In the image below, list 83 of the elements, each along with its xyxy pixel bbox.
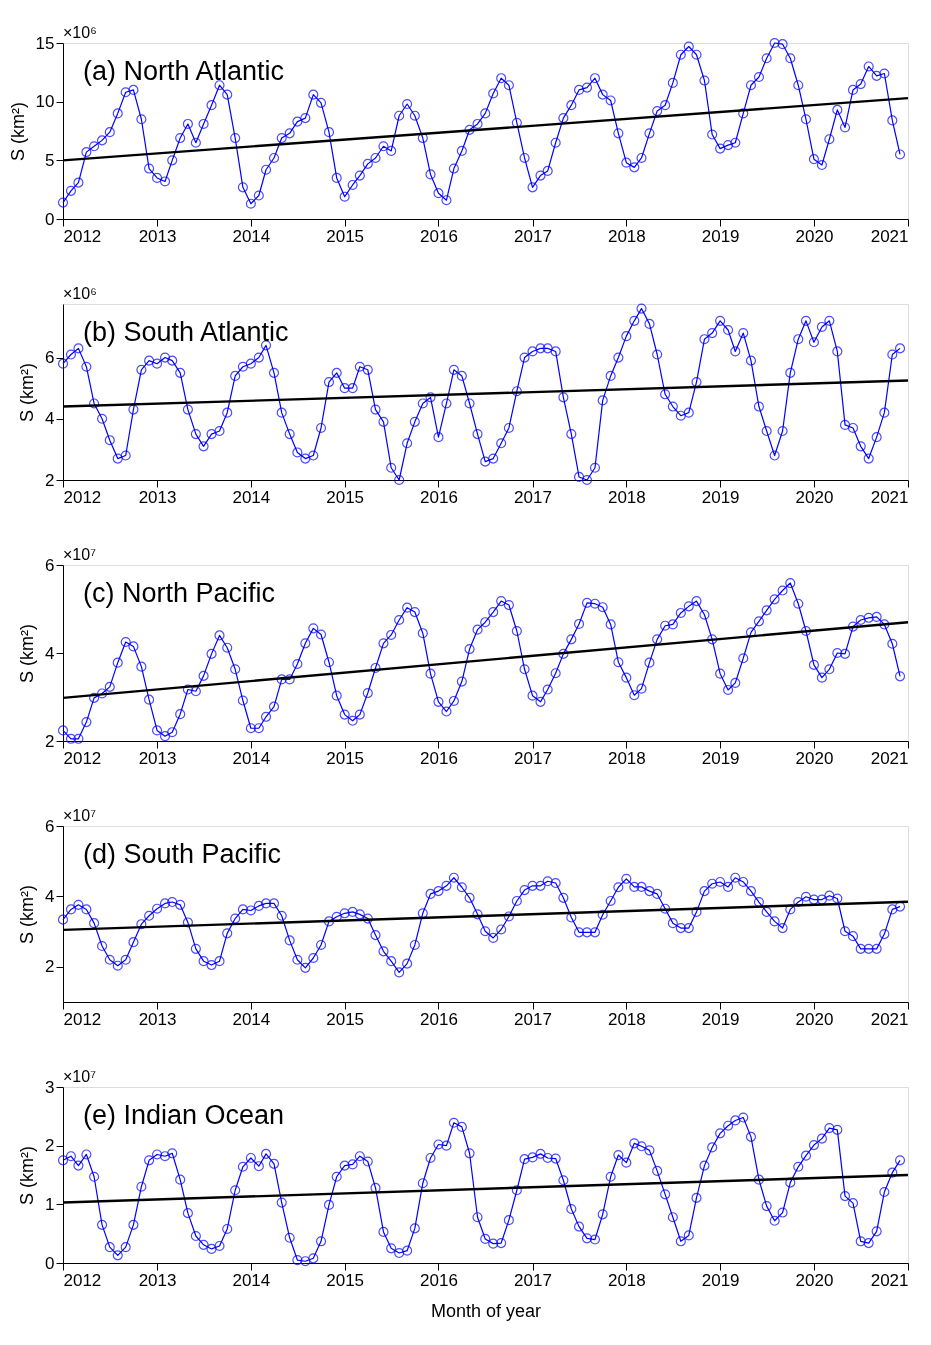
x-tick-label: 2018 [607,748,646,768]
y-tick-label: 2 [45,1136,55,1156]
y-axis-title: S (km²) [17,624,38,683]
text: (e) Indian Ocean [83,1100,285,1130]
text: ×10⁶ [63,24,97,41]
x-tick-label: 2015 [326,1009,365,1029]
text: (c) North Pacific [83,578,276,608]
y-tick-label: 4 [45,409,55,429]
y-tick-label: 5 [45,150,55,170]
text: ×10⁷ [63,1068,97,1085]
x-tick-label: 2012 [63,487,102,507]
y-axis-title: S (km²) [17,885,38,944]
x-tick-label: 2013 [138,1270,177,1290]
x-tick-label: 2020 [795,487,834,507]
x-tick-label: 2012 [63,748,102,768]
x-tick-label: 2017 [514,1009,552,1029]
x-tick-label: 2020 [795,1270,834,1290]
y-tick-label: 0 [45,1253,55,1273]
x-tick-label: 2016 [420,748,458,768]
x-tick-label: 2018 [607,487,646,507]
x-tick-label: 2019 [701,1270,740,1290]
text: ×10⁶ [63,285,97,302]
x-tick-label: 2013 [138,1009,177,1029]
x-tick-label: 2021 [870,487,909,507]
text: ×10⁷ [63,546,97,563]
x-tick-label: 2014 [232,1009,271,1029]
y-axis-title: S (km²) [7,102,28,161]
y-tick-label: 6 [45,348,55,368]
y-tick-label: 10 [35,92,55,112]
y-tick-label: 4 [45,886,55,906]
y-tick-label: 6 [45,555,55,575]
x-tick-label: 2018 [607,1270,646,1290]
x-tick-label: 2020 [795,1009,834,1029]
y-tick-label: 2 [45,731,55,751]
x-tick-label: 2017 [514,748,552,768]
x-tick-label: 2021 [870,226,909,246]
x-tick-label: 2016 [420,1009,458,1029]
x-tick-label: 2018 [607,226,646,246]
x-tick-label: 2016 [420,226,458,246]
text: (a) North Atlantic [83,56,285,86]
x-tick-label: 2014 [232,487,271,507]
x-axis-title: Month of year [430,1300,542,1321]
x-tick-label: 2013 [138,226,177,246]
y-axis-title: S (km²) [17,1146,38,1205]
x-tick-label: 2012 [63,1009,102,1029]
y-tick-label: 1 [45,1194,55,1214]
x-tick-label: 2013 [138,487,177,507]
x-tick-label: 2019 [701,226,740,246]
x-tick-label: 2019 [701,487,740,507]
x-tick-label: 2018 [607,1009,646,1029]
y-tick-label: 3 [45,1077,55,1097]
x-tick-label: 2017 [514,487,552,507]
y-tick-label: 15 [35,33,55,53]
y-tick-label: 6 [45,816,55,836]
y-tick-label: 2 [45,957,55,977]
x-tick-label: 2021 [870,748,909,768]
x-tick-label: 2015 [326,1270,365,1290]
x-tick-label: 2020 [795,226,834,246]
y-axis-title: S (km²) [17,363,38,422]
y-tick-label: 0 [45,209,55,229]
x-tick-label: 2016 [420,487,458,507]
x-tick-label: 2017 [514,1270,552,1290]
text: ×10⁷ [63,807,97,824]
x-tick-label: 2017 [514,226,552,246]
x-tick-label: 2016 [420,1270,458,1290]
x-tick-label: 2013 [138,748,177,768]
x-tick-label: 2021 [870,1009,909,1029]
x-tick-label: 2012 [63,1270,102,1290]
y-tick-label: 2 [45,470,55,490]
x-tick-label: 2019 [701,748,740,768]
x-tick-label: 2020 [795,748,834,768]
x-tick-label: 2021 [870,1270,909,1290]
y-tick-label: 4 [45,643,55,663]
x-tick-label: 2015 [326,748,365,768]
x-tick-label: 2014 [232,226,271,246]
x-tick-label: 2019 [701,1009,740,1029]
text: (d) South Pacific [83,839,282,869]
x-tick-label: 2014 [232,748,271,768]
x-tick-label: 2012 [63,226,102,246]
x-tick-label: 2015 [326,226,365,246]
x-tick-label: 2014 [232,1270,271,1290]
chart-title: (b) South Atlantic [83,317,289,347]
x-tick-label: 2015 [326,487,365,507]
